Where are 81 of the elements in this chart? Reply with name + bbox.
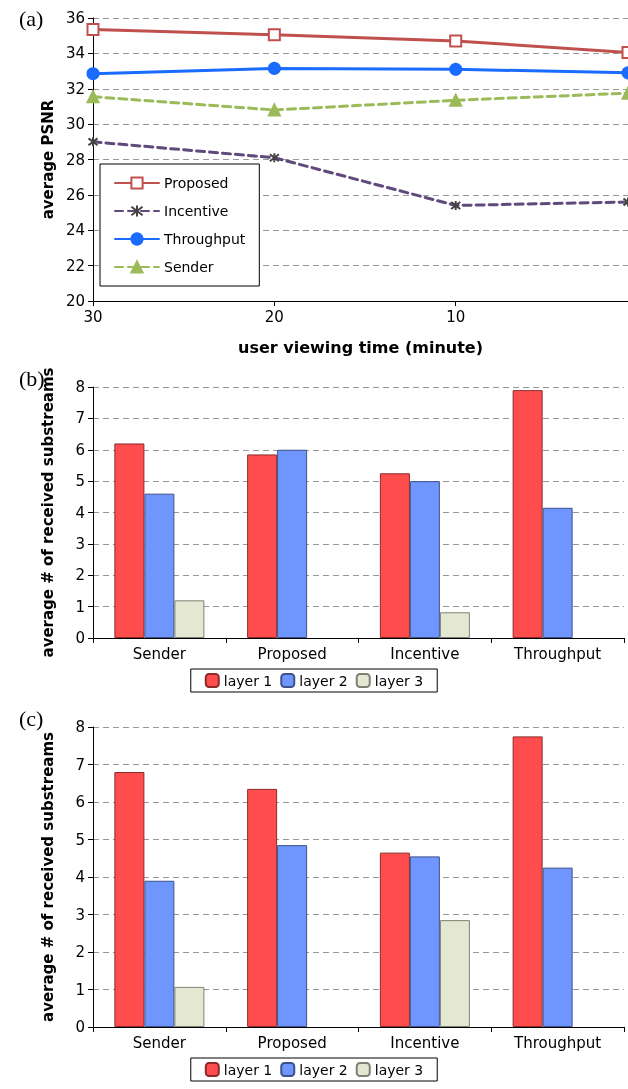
bar xyxy=(114,772,145,1027)
point xyxy=(86,23,100,36)
y-tick-label: 6 xyxy=(75,793,85,811)
x-tick-label: Throughput xyxy=(513,1033,602,1052)
chart-title: (c) xyxy=(19,705,44,731)
bar xyxy=(144,493,175,638)
y-tick-label: 8 xyxy=(75,718,85,736)
y-tick-label: 32 xyxy=(65,79,85,98)
x-tick-label: Proposed xyxy=(257,644,327,663)
bar xyxy=(379,473,410,638)
bar xyxy=(114,443,145,638)
point xyxy=(267,61,281,75)
x-tick-label: Proposed xyxy=(257,1033,327,1052)
y-tick-label: 26 xyxy=(65,185,85,204)
legend-label: Sender xyxy=(164,259,214,275)
y-tick-label: 3 xyxy=(75,905,85,924)
bar xyxy=(409,856,440,1027)
bar xyxy=(409,481,440,638)
y-tick-label: 22 xyxy=(65,256,85,275)
bar xyxy=(247,454,278,638)
y-tick-label: 36 xyxy=(65,9,85,27)
y-axis-title: average # of received substreams xyxy=(38,731,57,1022)
y-tick-label: 3 xyxy=(75,534,85,553)
y-tick-label: 2 xyxy=(75,566,85,585)
y-tick-label: 28 xyxy=(65,150,85,169)
bar xyxy=(277,449,308,638)
bar xyxy=(439,920,470,1027)
y-tick-label: 1 xyxy=(75,597,85,616)
y-tick-label: 1 xyxy=(75,980,85,999)
y-axis-title: average PSNR xyxy=(38,99,57,220)
legend-label: layer 3 xyxy=(374,672,424,689)
x-tick-label: Sender xyxy=(132,1033,187,1052)
chart-title: (a) xyxy=(19,5,44,31)
legend-label: layer 3 xyxy=(374,1061,424,1078)
bar xyxy=(512,390,543,638)
point xyxy=(449,93,463,107)
y-tick-label: 7 xyxy=(75,409,85,428)
y-tick-label: 8 xyxy=(75,378,85,396)
point xyxy=(86,67,100,81)
y-tick-label: 4 xyxy=(75,868,85,886)
legend-label: layer 1 xyxy=(223,1061,273,1078)
point xyxy=(267,28,281,42)
bar xyxy=(542,867,573,1027)
legend-label: Incentive xyxy=(164,203,229,219)
x-tick-label: Throughput xyxy=(513,644,602,663)
y-tick-label: 4 xyxy=(75,503,85,522)
bar xyxy=(174,600,205,638)
bar xyxy=(144,880,175,1027)
y-tick-label: 6 xyxy=(75,440,85,459)
point xyxy=(86,90,100,104)
bar xyxy=(542,507,573,638)
legend-label: Throughput xyxy=(163,231,246,247)
y-tick-label: 5 xyxy=(75,830,85,849)
bar xyxy=(277,845,308,1027)
legend-label: layer 2 xyxy=(299,1061,348,1078)
legend-label: Proposed xyxy=(164,175,229,191)
y-tick-label: 2 xyxy=(75,943,85,961)
point xyxy=(449,34,463,48)
y-tick-label: 5 xyxy=(75,472,85,491)
bar xyxy=(247,788,278,1027)
bar xyxy=(439,612,470,638)
x-tick-label: Sender xyxy=(132,644,187,663)
y-tick-label: 34 xyxy=(65,44,85,63)
point xyxy=(267,103,281,117)
y-tick-label: 20 xyxy=(65,292,85,310)
point xyxy=(449,62,463,76)
legend-label: layer 2 xyxy=(299,672,348,689)
x-axis-title: user viewing time (minute) xyxy=(238,337,483,357)
x-tick-label: 20 xyxy=(264,307,284,326)
y-tick-label: 0 xyxy=(75,1018,85,1036)
legend-label: layer 1 xyxy=(223,672,273,689)
bar xyxy=(174,986,205,1027)
x-tick-label: Incentive xyxy=(390,1033,460,1052)
y-tick-label: 24 xyxy=(65,221,85,240)
x-tick-label: Incentive xyxy=(390,644,460,663)
x-tick-label: 10 xyxy=(446,307,466,326)
y-tick-label: 30 xyxy=(65,115,85,134)
bar xyxy=(379,852,410,1027)
y-tick-label: 7 xyxy=(75,755,85,774)
y-tick-label: 0 xyxy=(75,629,85,647)
bar xyxy=(512,736,543,1027)
